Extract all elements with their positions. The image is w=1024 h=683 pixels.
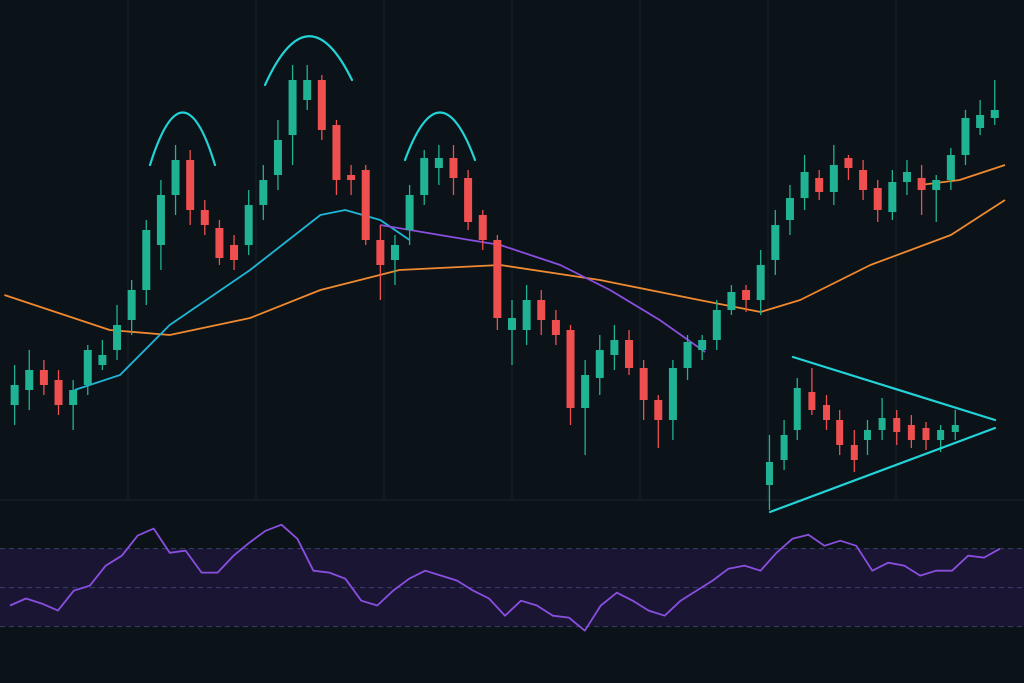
candle-body — [756, 265, 765, 300]
candle-body — [765, 462, 773, 485]
moving-average-line — [74, 209, 411, 391]
candle-body — [127, 290, 136, 320]
candle-body — [771, 225, 780, 260]
candle-body — [917, 178, 926, 190]
candle-body — [808, 392, 816, 410]
left-shoulder-arc — [148, 111, 217, 167]
candle-body — [273, 140, 282, 175]
candle-body — [878, 418, 886, 430]
pattern-annotations — [148, 35, 997, 514]
candle-body — [390, 245, 399, 260]
candle-body — [850, 445, 858, 460]
candle-body — [976, 115, 985, 128]
candle-body — [303, 80, 312, 100]
candle-body — [893, 418, 901, 432]
candle-body — [83, 350, 92, 385]
triangle-lower-line — [768, 426, 997, 514]
candle-body — [668, 368, 677, 420]
candle-body — [815, 178, 824, 192]
candle-body — [829, 165, 838, 192]
triangle-upper-line — [791, 355, 997, 422]
candle-body — [244, 205, 253, 245]
candle-body — [54, 380, 63, 405]
oscillator-band — [0, 548, 1024, 627]
candle-body — [902, 172, 911, 182]
candle-body — [113, 325, 122, 350]
moving-average-line — [4, 199, 1006, 336]
candle-body — [259, 180, 268, 205]
candle-body — [508, 318, 516, 330]
candle-body — [742, 290, 751, 300]
price-panel — [4, 65, 1006, 510]
candle-body — [464, 178, 473, 222]
candle-body — [376, 240, 385, 265]
candle-body — [610, 340, 619, 355]
candle-body — [990, 110, 999, 118]
candle-body — [332, 125, 341, 180]
moving-average-line — [380, 224, 706, 353]
candle-body — [625, 340, 634, 368]
candle-body — [780, 435, 788, 460]
candle-body — [288, 80, 297, 135]
candle-body — [405, 195, 414, 230]
candle-body — [836, 420, 844, 445]
candle-body — [946, 155, 955, 180]
candle-body — [712, 310, 721, 340]
candle-body — [654, 400, 663, 420]
candle-body — [581, 375, 590, 408]
candle-body — [859, 170, 868, 190]
candle-body — [39, 370, 48, 385]
candle-body — [347, 175, 356, 180]
candle-body — [932, 180, 941, 190]
pattern-candles — [765, 368, 959, 510]
candle-body — [951, 425, 959, 432]
candle-body — [683, 342, 692, 368]
candle-body — [873, 188, 882, 210]
candle-body — [698, 340, 707, 350]
candle-body — [785, 198, 794, 220]
candle-body — [142, 230, 151, 290]
candle-body — [522, 300, 531, 330]
candle-body — [230, 245, 239, 260]
candle-body — [98, 355, 107, 365]
candle-body — [888, 182, 897, 212]
head-arc — [263, 35, 354, 87]
candle-body — [25, 370, 34, 390]
candle-body — [537, 300, 546, 320]
candle-body — [922, 428, 930, 440]
candle-body — [551, 320, 560, 335]
candle-body — [793, 388, 801, 430]
candle-body — [420, 158, 429, 195]
candle-body — [317, 80, 326, 130]
candle-body — [493, 240, 502, 318]
candle-body — [171, 160, 180, 195]
candle-body — [434, 158, 443, 168]
candle-body — [156, 195, 165, 245]
candles — [10, 65, 999, 455]
candle-body — [727, 292, 736, 310]
candle-body — [478, 215, 487, 240]
candle-body — [10, 385, 19, 405]
candle-body — [639, 368, 648, 400]
candle-body — [961, 118, 970, 155]
candle-body — [215, 228, 224, 258]
candle-body — [844, 158, 853, 168]
candle-body — [566, 330, 575, 408]
oscillator-line — [9, 523, 1001, 632]
candle-body — [361, 170, 370, 240]
candle-body — [907, 425, 915, 440]
right-shoulder-arc — [403, 111, 477, 162]
candle-body — [823, 405, 831, 420]
candle-body — [863, 430, 871, 440]
candle-body — [200, 210, 209, 225]
candle-body — [800, 172, 809, 198]
candle-body — [595, 350, 604, 378]
candle-body — [186, 160, 195, 210]
oscillator-panel — [0, 523, 1024, 632]
candle-body — [69, 390, 78, 405]
candle-body — [449, 158, 458, 178]
candle-body — [937, 430, 945, 440]
